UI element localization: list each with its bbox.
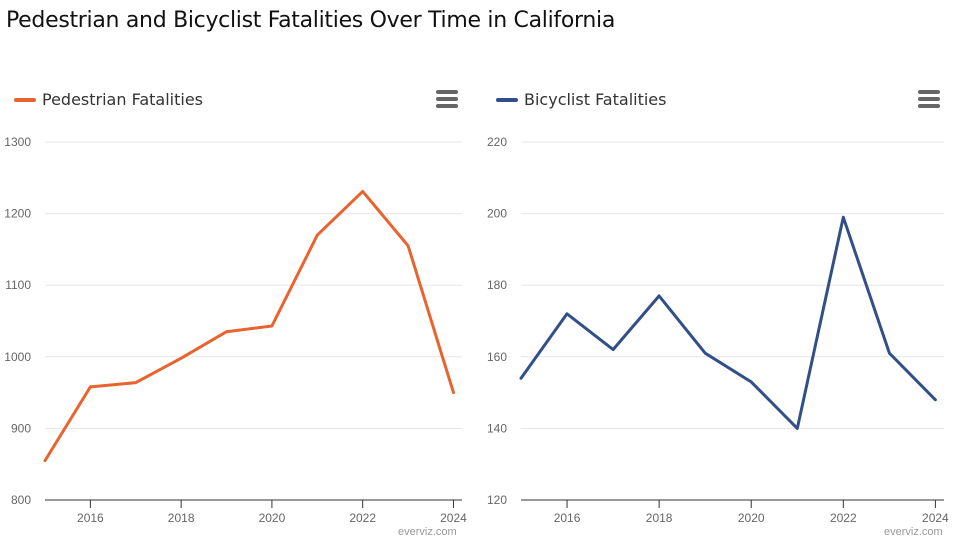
x-tick-label: 2020: [738, 511, 765, 525]
y-tick-label: 1100: [5, 278, 31, 292]
x-tick-label: 2016: [77, 511, 104, 525]
pedestrian-chart-panel: Pedestrian Fatalities 800 900 1000 1100 1200…: [0, 80, 470, 550]
legend-item-pedestrian[interactable]: Pedestrian Fatalities: [14, 90, 203, 109]
y-tick-label: 160: [487, 350, 507, 364]
credit-link[interactable]: everviz.com: [398, 526, 457, 538]
y-tick-label: 1200: [4, 207, 31, 221]
data-point[interactable]: [268, 322, 276, 330]
series-line[interactable]: [519, 215, 937, 430]
pedestrian-line-chart: 800 900 1000 1100 1200 1300 2016 2018 2020 2022 20…: [4, 135, 467, 525]
data-point[interactable]: [359, 187, 367, 195]
hamburger-menu-icon[interactable]: [436, 90, 458, 108]
y-tick-label: 1300: [4, 135, 31, 149]
y-tick-label: 140: [487, 421, 507, 435]
data-point[interactable]: [86, 383, 94, 391]
y-tick-label: 180: [487, 278, 507, 292]
y-tick-label: 200: [487, 207, 507, 221]
data-point[interactable]: [223, 328, 231, 336]
bicyclist-chart-panel: Bicyclist Fatalities 120 140 160 180 200 220 2…: [480, 80, 960, 550]
data-point[interactable]: [747, 378, 755, 386]
data-point[interactable]: [609, 346, 617, 354]
data-point[interactable]: [701, 349, 709, 357]
y-tick-label: 1000: [4, 350, 31, 364]
legend-swatch: [14, 97, 36, 102]
legend-swatch: [496, 97, 518, 102]
series-line[interactable]: [43, 189, 455, 463]
data-point[interactable]: [517, 374, 525, 382]
y-tick-label: 220: [487, 135, 507, 149]
x-tick-label: 2022: [830, 511, 857, 525]
data-point[interactable]: [404, 242, 412, 250]
data-point[interactable]: [931, 396, 939, 404]
x-tick-label: 2022: [349, 511, 376, 525]
legend-label: Pedestrian Fatalities: [42, 90, 203, 109]
x-tick-label: 2024: [440, 511, 467, 525]
y-tick-label: 800: [11, 493, 31, 507]
x-tick-label: 2018: [168, 511, 195, 525]
data-point[interactable]: [839, 213, 847, 221]
legend-label: Bicyclist Fatalities: [524, 90, 667, 109]
data-point[interactable]: [885, 349, 893, 357]
data-point[interactable]: [41, 457, 49, 465]
data-point[interactable]: [132, 379, 140, 387]
x-tick-label: 2016: [554, 511, 581, 525]
legend-item-bicyclist[interactable]: Bicyclist Fatalities: [496, 90, 666, 109]
hamburger-menu-icon[interactable]: [918, 90, 940, 108]
y-tick-label: 900: [11, 421, 31, 435]
data-point[interactable]: [449, 389, 457, 397]
page-title: Pedestrian and Bicyclist Fatalities Over…: [6, 8, 616, 33]
x-tick-label: 2018: [646, 511, 673, 525]
data-point[interactable]: [563, 310, 571, 318]
data-point[interactable]: [655, 292, 663, 300]
bicyclist-line-chart: 120 140 160 180 200 220 2016 2018 2020 2022 2024: [487, 135, 949, 525]
credit-link[interactable]: everviz.com: [884, 526, 943, 538]
x-tick-label: 2024: [922, 511, 949, 525]
y-tick-label: 120: [487, 493, 507, 507]
x-tick-label: 2020: [259, 511, 286, 525]
data-point[interactable]: [793, 424, 801, 432]
data-point[interactable]: [313, 231, 321, 239]
data-point[interactable]: [177, 354, 185, 362]
